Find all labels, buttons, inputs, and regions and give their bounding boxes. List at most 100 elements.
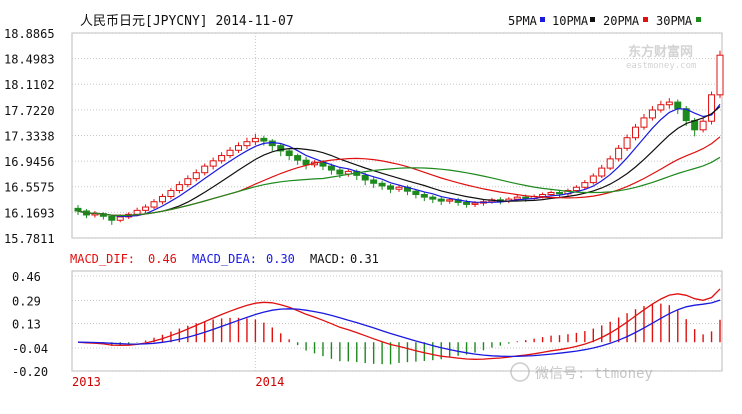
candle <box>344 169 352 177</box>
eastmoney-logo: 东方财富网 eastmoney.com <box>626 44 696 71</box>
candle <box>581 179 589 190</box>
x-axis: 2013 2014 <box>72 33 284 389</box>
price-grid <box>72 32 722 239</box>
candle <box>556 189 563 198</box>
macd-bars-layer <box>85 303 721 365</box>
candle-body <box>420 194 428 198</box>
candle-body <box>572 186 580 192</box>
candle-body <box>218 155 226 162</box>
candle <box>226 146 234 159</box>
candle <box>640 113 648 130</box>
candle <box>108 214 116 225</box>
candle-body <box>302 159 310 166</box>
candle <box>192 169 200 182</box>
candle-body <box>674 101 682 110</box>
candle-body <box>226 149 234 157</box>
candle-body <box>175 184 183 192</box>
macd-dif-label: MACD_DIF: <box>70 252 135 266</box>
legend-5pma-swatch <box>540 17 545 22</box>
candle-body <box>209 160 217 167</box>
candle-body <box>665 101 673 106</box>
candle <box>201 163 209 176</box>
price-y-tick: 17.7220 <box>4 104 55 118</box>
candle <box>175 181 183 194</box>
macd-grid <box>72 275 722 372</box>
legend-20pma-swatch <box>643 17 648 22</box>
logo-text: 东方财富网 <box>628 44 693 60</box>
candle <box>395 185 403 192</box>
chart-title: 人民币日元[JPYCNY] 2014-11-07 <box>80 14 294 29</box>
candle <box>243 137 251 149</box>
candle <box>412 189 420 199</box>
ma-lines-layer <box>77 103 721 218</box>
macd-y-tick: -0.20 <box>12 365 48 379</box>
legend-30pma: 30PMA <box>656 14 693 28</box>
candle <box>674 99 682 114</box>
candle-body <box>539 194 547 197</box>
candle-body <box>463 201 471 205</box>
candle <box>530 194 538 201</box>
wechat-text: 微信号: ttmoney <box>535 366 653 382</box>
candle-body <box>235 145 242 151</box>
candle-body <box>581 182 589 188</box>
candle-body <box>699 120 707 131</box>
legend-10pma: 10PMA <box>552 14 589 28</box>
candle <box>370 177 378 188</box>
x-tick-label: 2013 <box>72 375 101 389</box>
wechat-icon <box>510 362 530 382</box>
candle-body <box>201 165 209 174</box>
candles-layer <box>74 50 724 225</box>
candle <box>665 98 673 109</box>
macd-dif-value: 0.46 <box>148 252 177 266</box>
candle <box>150 199 158 210</box>
candle-body <box>243 141 251 147</box>
candle-body <box>513 196 521 200</box>
price-y-axis: 15.7811 16.1693 16.5575 16.9456 17.3338 17.72… <box>4 27 55 246</box>
macd-value: 0.31 <box>350 252 379 266</box>
candle-body <box>471 202 479 205</box>
macd-y-tick: 0.13 <box>12 318 41 332</box>
price-y-tick: 15.7811 <box>4 232 55 246</box>
candle <box>158 193 166 205</box>
price-y-tick: 17.3338 <box>4 130 55 144</box>
candle-body <box>150 201 158 208</box>
candle <box>209 157 217 170</box>
candle <box>268 139 276 151</box>
macd-lines-layer <box>77 288 721 360</box>
candle-body <box>589 175 597 184</box>
macd-dea-line <box>77 299 721 358</box>
candle-body <box>294 155 302 161</box>
macd-panel-frame <box>71 270 723 372</box>
candle-body <box>370 179 378 184</box>
candle-body <box>336 169 344 175</box>
candle <box>657 100 665 113</box>
price-y-tick: 18.4983 <box>4 53 55 67</box>
legend-5pma: 5PMA <box>508 14 538 28</box>
macd-y-tick: -0.04 <box>12 342 48 356</box>
candle <box>184 175 192 188</box>
ma-line-5pma <box>77 103 721 218</box>
candle <box>235 142 242 153</box>
candle-body <box>167 190 175 197</box>
ma-line-10pma <box>77 106 721 217</box>
macd-dea-value: 0.30 <box>266 252 295 266</box>
price-y-tick: 16.5575 <box>4 181 55 195</box>
candle-body <box>395 186 403 190</box>
wechat-watermark: 微信号: ttmoney <box>510 362 653 382</box>
candle-body <box>429 196 437 200</box>
macd-label: MACD: <box>310 252 346 266</box>
candle-body <box>708 94 716 122</box>
candle-body <box>116 216 124 221</box>
candle-body <box>446 199 454 202</box>
candle <box>251 133 259 145</box>
price-y-tick: 16.1693 <box>4 206 55 220</box>
legend-10pma-swatch <box>590 17 595 22</box>
candle-body <box>158 195 166 203</box>
candle-body <box>251 137 259 143</box>
candle-body <box>522 196 530 199</box>
candle-body <box>615 147 623 160</box>
candle-body <box>657 104 665 111</box>
candle-body <box>184 178 192 186</box>
macd-legend: MACD_DIF: 0.46 MACD_DEA: 0.30 MACD: 0.31 <box>70 252 379 266</box>
candle-body <box>327 165 335 171</box>
